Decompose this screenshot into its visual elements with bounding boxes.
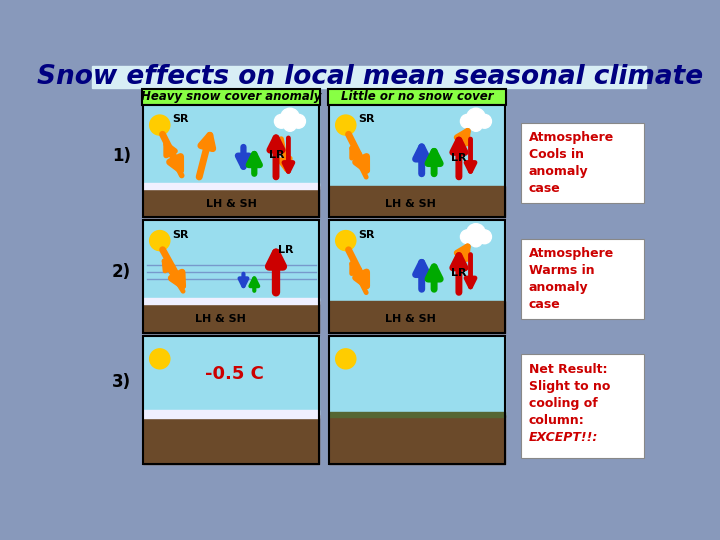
Circle shape [150, 115, 170, 135]
FancyBboxPatch shape [521, 123, 644, 204]
Text: Heavy snow cover anomaly: Heavy snow cover anomaly [141, 90, 321, 103]
Circle shape [469, 234, 482, 247]
Text: Snow effects on local mean seasonal climate: Snow effects on local mean seasonal clim… [37, 64, 703, 90]
Bar [143, 298, 320, 305]
Bar [143, 415, 320, 464]
Circle shape [336, 349, 356, 369]
Circle shape [477, 114, 492, 128]
Circle shape [467, 224, 485, 242]
Bar [329, 220, 505, 301]
Text: LH & SH: LH & SH [384, 199, 436, 209]
Bar [329, 105, 505, 217]
Circle shape [336, 115, 356, 135]
Circle shape [150, 349, 170, 369]
Text: EXCEPT!!:: EXCEPT!!: [528, 431, 598, 444]
Bar [329, 336, 505, 464]
Bar [143, 336, 320, 415]
Bar [329, 415, 505, 464]
Text: SR: SR [358, 230, 374, 240]
FancyBboxPatch shape [328, 89, 506, 105]
Text: Cools in: Cools in [528, 148, 584, 161]
Bar [143, 105, 320, 217]
Text: case: case [528, 298, 560, 310]
Text: LR: LR [269, 151, 284, 160]
Text: case: case [528, 183, 560, 195]
Text: 3): 3) [112, 373, 131, 391]
Circle shape [469, 119, 482, 131]
Text: Atmosphere: Atmosphere [528, 131, 614, 144]
Circle shape [477, 230, 492, 244]
Text: Atmosphere: Atmosphere [528, 247, 614, 260]
Text: LH & SH: LH & SH [207, 199, 257, 209]
Text: 1): 1) [112, 147, 131, 165]
Bar [143, 336, 320, 464]
FancyBboxPatch shape [521, 354, 644, 457]
Text: column:: column: [528, 414, 585, 427]
Text: LR: LR [451, 268, 467, 278]
Text: cooling of: cooling of [528, 397, 598, 410]
Bar [143, 220, 320, 301]
Circle shape [150, 231, 170, 251]
Text: SR: SR [172, 114, 189, 124]
Text: LH & SH: LH & SH [384, 314, 436, 324]
Circle shape [281, 108, 300, 127]
Bar [143, 105, 320, 186]
Text: LH & SH: LH & SH [195, 314, 246, 324]
Circle shape [274, 114, 289, 128]
Bar [143, 183, 320, 189]
Text: SR: SR [172, 230, 189, 240]
Text: anomaly: anomaly [528, 165, 588, 178]
Bar [143, 220, 320, 333]
Text: LR: LR [279, 245, 294, 254]
Bar [329, 105, 505, 186]
Text: Slight to no: Slight to no [528, 380, 610, 393]
FancyBboxPatch shape [521, 239, 644, 319]
FancyBboxPatch shape [142, 89, 320, 105]
Circle shape [467, 108, 485, 127]
Bar [92, 66, 646, 88]
Text: Net Result:: Net Result: [528, 363, 607, 376]
Bar [329, 220, 505, 333]
Bar [143, 410, 320, 418]
Circle shape [336, 231, 356, 251]
Circle shape [284, 119, 296, 131]
Text: Little or no snow cover: Little or no snow cover [341, 90, 493, 103]
Bar [329, 301, 505, 333]
Circle shape [461, 230, 474, 244]
Bar [143, 186, 320, 217]
Bar [329, 336, 505, 415]
Text: LR: LR [451, 153, 467, 163]
Text: 2): 2) [112, 262, 131, 281]
Text: -0.5 C: -0.5 C [204, 365, 264, 383]
Text: SR: SR [358, 114, 374, 124]
Circle shape [461, 114, 474, 128]
Bar [143, 301, 320, 333]
Circle shape [292, 114, 305, 128]
Bar [329, 412, 505, 417]
Bar [329, 186, 505, 217]
Text: anomaly: anomaly [528, 281, 588, 294]
Text: Warms in: Warms in [528, 264, 594, 277]
